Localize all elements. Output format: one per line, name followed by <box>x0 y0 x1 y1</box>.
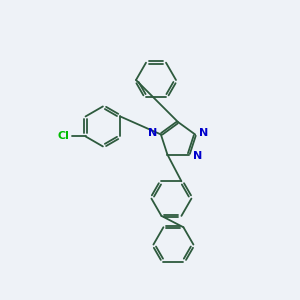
Text: N: N <box>148 128 157 138</box>
Text: N: N <box>199 128 208 138</box>
Text: Cl: Cl <box>58 131 70 141</box>
Text: N: N <box>193 151 202 160</box>
